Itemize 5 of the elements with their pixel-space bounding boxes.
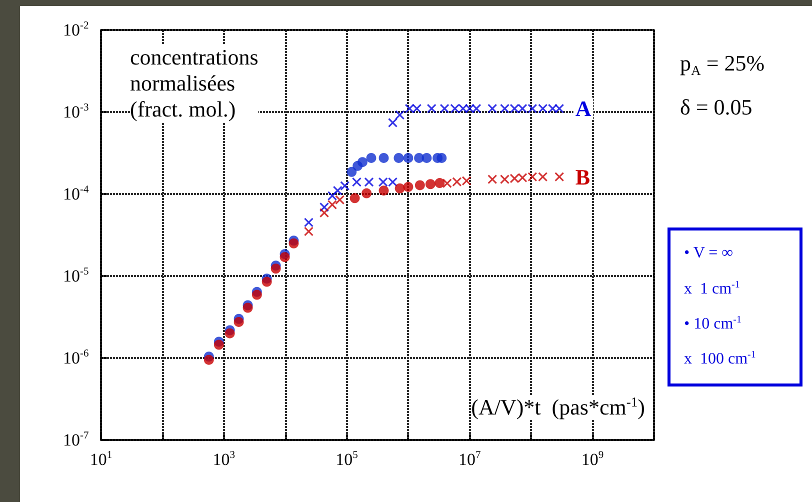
text: • V = ∞: [684, 244, 734, 262]
y-axis-title: concentrations normalisées (fract. mol.): [130, 44, 258, 122]
text: δ = 0.05: [680, 94, 752, 120]
series-label: A: [575, 96, 592, 122]
series-label: B: [575, 164, 590, 190]
